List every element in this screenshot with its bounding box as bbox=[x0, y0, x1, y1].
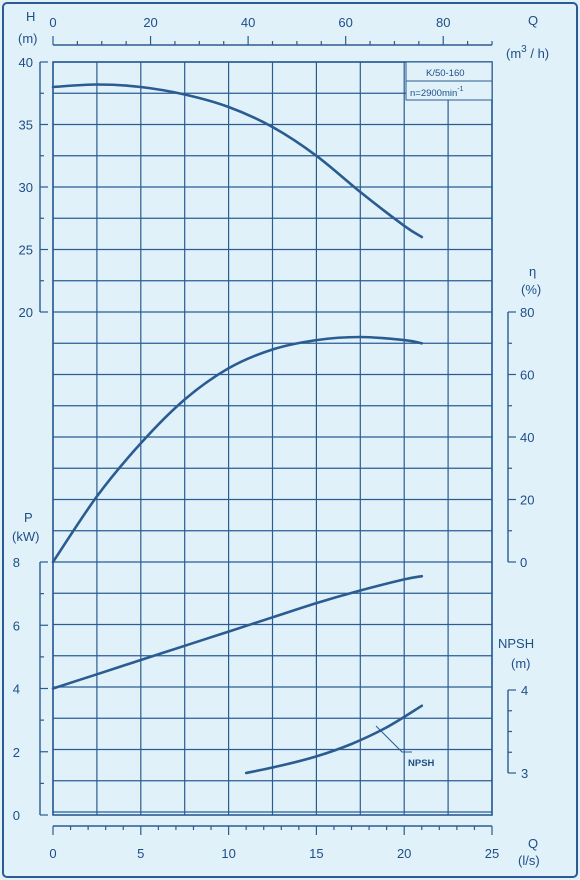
flow-ls-axis-unit: (l/s) bbox=[518, 853, 540, 868]
flow-m3h-unit-exp: 3 bbox=[521, 44, 527, 55]
efficiency-axis-unit: (%) bbox=[521, 282, 541, 297]
npsh-annotation-leader bbox=[375, 725, 412, 753]
top-axis-tick-label: 20 bbox=[143, 15, 157, 30]
efficiency-axis-tick-label: 20 bbox=[520, 493, 534, 508]
npsh-annotation: NPSH bbox=[408, 758, 435, 769]
flow-ls-axis-label: Q bbox=[528, 836, 538, 851]
speed-label: n=2900min-1 bbox=[410, 86, 464, 99]
head-axis-tick-label: 20 bbox=[19, 305, 33, 320]
head-axis-tick-label: 30 bbox=[19, 180, 33, 195]
npsh-axis-tick-label: 3 bbox=[521, 766, 528, 781]
bottom-axis-tick-label: 10 bbox=[221, 846, 235, 861]
flow-m3h-unit-prefix: (m bbox=[506, 46, 521, 61]
npsh-axis-unit: (m) bbox=[511, 656, 531, 671]
power-axis-tick-label: 8 bbox=[13, 555, 20, 570]
bottom-axis-tick-label: 0 bbox=[49, 846, 56, 861]
efficiency-curve bbox=[51, 335, 424, 564]
npsh-axis-tick-label: 4 bbox=[521, 683, 528, 698]
head-curve bbox=[51, 83, 424, 239]
power-axis-tick-label: 6 bbox=[13, 618, 20, 633]
power-axis-label: P bbox=[24, 510, 33, 525]
npsh-axis-label: NPSH bbox=[498, 636, 534, 651]
efficiency-axis-tick-label: 60 bbox=[520, 368, 534, 383]
flow-m3h-axis-label: Q bbox=[528, 13, 538, 28]
power-axis-tick-label: 0 bbox=[13, 808, 20, 823]
head-axis-unit: (m) bbox=[18, 31, 38, 46]
top-axis-tick-label: 40 bbox=[241, 15, 255, 30]
top-axis-tick-label: 60 bbox=[338, 15, 352, 30]
bottom-axis-tick-label: 20 bbox=[397, 846, 411, 861]
speed-label-base: n=2900min bbox=[410, 88, 457, 99]
top-axis-tick-label: 80 bbox=[436, 15, 450, 30]
head-axis-tick-label: 25 bbox=[19, 243, 33, 258]
power-axis-unit: (kW) bbox=[12, 529, 39, 544]
power-axis-tick-label: 4 bbox=[13, 682, 20, 697]
head-axis-label: H bbox=[26, 9, 35, 24]
model-label: K/50-160 bbox=[426, 68, 465, 79]
top-axis-tick-label: 0 bbox=[49, 15, 56, 30]
bottom-axis-tick-label: 5 bbox=[137, 846, 144, 861]
power-curve bbox=[51, 574, 424, 690]
head-axis-tick-label: 35 bbox=[19, 118, 33, 133]
efficiency-axis-tick-label: 80 bbox=[520, 305, 534, 320]
curves bbox=[51, 83, 424, 775]
efficiency-axis-label: η bbox=[529, 264, 536, 279]
flow-m3h-unit-suffix: / h) bbox=[527, 46, 549, 61]
speed-label-exp: -1 bbox=[457, 86, 463, 93]
head-axis-tick-label: 40 bbox=[19, 55, 33, 70]
bottom-axis-tick-label: 25 bbox=[485, 846, 499, 861]
plot-border bbox=[52, 61, 493, 816]
bottom-axis-tick-label: 15 bbox=[309, 846, 323, 861]
efficiency-axis-tick-label: 40 bbox=[520, 430, 534, 445]
power-axis-tick-label: 2 bbox=[13, 745, 20, 760]
grid bbox=[52, 61, 493, 816]
flow-m3h-axis-unit: (m3 / h) bbox=[506, 44, 549, 61]
efficiency-axis-tick-label: 0 bbox=[520, 555, 527, 570]
npsh-curve bbox=[244, 704, 424, 775]
